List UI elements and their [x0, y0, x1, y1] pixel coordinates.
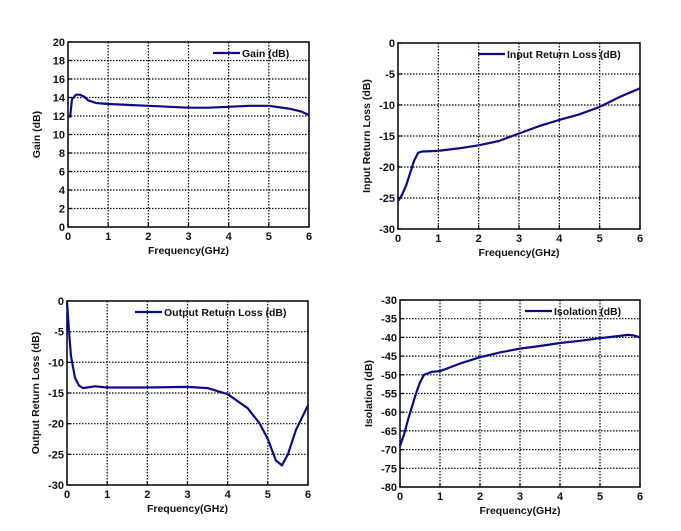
y-tick-label: -10 [379, 100, 395, 112]
x-axis-label: Frequency(GHz) [148, 245, 229, 257]
y-tick-label: 2 [59, 204, 65, 216]
y-tick-label: 12 [53, 111, 65, 123]
y-tick-label: -45 [381, 351, 397, 363]
y-tick-label: -20 [379, 162, 395, 174]
x-tick-label: 2 [476, 233, 482, 245]
x-tick-label: 0 [395, 233, 401, 245]
y-axis-label: Input Return Loss (dB) [361, 79, 373, 193]
y-tick-label: -30 [379, 224, 395, 236]
x-tick-label: 2 [145, 231, 151, 243]
y-tick-label: -15 [48, 388, 64, 400]
legend-label: Gain (dB) [242, 48, 289, 60]
y-tick-label: -5 [54, 327, 64, 339]
y-tick-label: 10 [53, 130, 65, 142]
y-tick-label: -55 [381, 389, 397, 401]
y-axis-label: Isolation (dB) [363, 360, 375, 427]
x-tick-label: 6 [637, 491, 643, 503]
x-tick-label: 4 [557, 491, 564, 503]
y-tick-label: 6 [59, 167, 65, 179]
series-line [397, 87, 641, 202]
y-tick-label: -50 [381, 370, 397, 382]
y-tick-label: -25 [48, 449, 64, 461]
x-tick-label: 6 [305, 489, 311, 501]
y-tick-label: -80 [381, 482, 397, 494]
y-tick-label: 18 [53, 56, 65, 68]
x-axis-label: Frequency(GHz) [479, 505, 560, 517]
y-tick-label: 14 [53, 93, 66, 105]
y-tick-label: 0 [59, 222, 65, 234]
y-tick-label: -5 [385, 69, 395, 81]
chart-4: 0 1 2 3 4 5 6 -80 -75 -70 -65 -60 -55 -50 -45 -40 -35 -30… [363, 295, 643, 517]
y-tick-label: 8 [59, 148, 65, 160]
x-tick-label: 5 [597, 491, 603, 503]
legend-label: Isolation (dB) [554, 306, 621, 318]
y-tick-label: -25 [379, 193, 395, 205]
y-tick-label: -35 [381, 314, 397, 326]
plot-frame [66, 300, 309, 486]
x-tick-label: 5 [597, 233, 603, 245]
x-tick-label: 3 [516, 233, 522, 245]
y-tick-label: -65 [381, 426, 397, 438]
x-tick-label: 6 [306, 231, 312, 243]
x-tick-label: 1 [435, 233, 441, 245]
y-tick-label: 20 [53, 37, 65, 49]
x-tick-label: 1 [437, 491, 443, 503]
x-tick-label: 2 [477, 491, 483, 503]
series-line [398, 333, 641, 447]
y-tick-label: -30 [381, 295, 397, 307]
y-tick-label: 0 [389, 38, 395, 50]
x-tick-label: 5 [266, 231, 272, 243]
series-line [65, 300, 309, 467]
x-tick-label: 4 [226, 231, 233, 243]
y-tick-label: -15 [379, 131, 395, 143]
x-tick-label: 2 [144, 489, 150, 501]
x-tick-label: 3 [517, 491, 523, 503]
x-tick-label: 1 [104, 489, 110, 501]
y-axis-label: Gain (dB) [31, 111, 43, 158]
y-tick-label: 16 [53, 74, 65, 86]
y-tick-label: -30 [48, 480, 64, 492]
x-tick-label: 0 [397, 491, 403, 503]
x-tick-label: 4 [225, 489, 232, 501]
x-tick-label: 0 [64, 489, 70, 501]
x-tick-label: 4 [556, 233, 563, 245]
plot-frame [399, 299, 641, 488]
x-tick-label: 5 [265, 489, 271, 501]
y-tick-label: -40 [381, 332, 397, 344]
y-tick-label: -10 [48, 357, 64, 369]
x-tick-label: 6 [637, 233, 643, 245]
y-tick-label: 0 [58, 296, 64, 308]
x-axis-label: Frequency(GHz) [478, 247, 559, 259]
legend-label: Output Return Loss (dB) [164, 307, 286, 319]
chart-2: 0 1 2 3 4 5 6 -30 -25 -20 -15 -10 -5 0 Input Return Lo… [361, 38, 643, 259]
y-tick-label: -20 [48, 419, 64, 431]
x-tick-label: 3 [184, 489, 190, 501]
y-axis-label: Output Return Loss (dB) [30, 332, 42, 454]
y-tick-label: -70 [381, 445, 397, 457]
series-line [68, 93, 310, 118]
y-tick-label: 4 [59, 185, 66, 197]
y-tick-label: -75 [381, 463, 397, 475]
x-tick-label: 3 [185, 231, 191, 243]
x-axis-label: Frequency(GHz) [147, 503, 228, 515]
plot-frame [67, 41, 310, 228]
chart-3: 0 1 2 3 4 5 6 -30 -25 -20 -15 -10 -5 0 Output Return L… [30, 296, 311, 515]
x-tick-label: 1 [105, 231, 111, 243]
plot-frame [397, 42, 641, 230]
legend-label: Input Return Loss (dB) [507, 49, 621, 61]
y-tick-label: -60 [381, 407, 397, 419]
x-tick-label: 0 [65, 231, 71, 243]
